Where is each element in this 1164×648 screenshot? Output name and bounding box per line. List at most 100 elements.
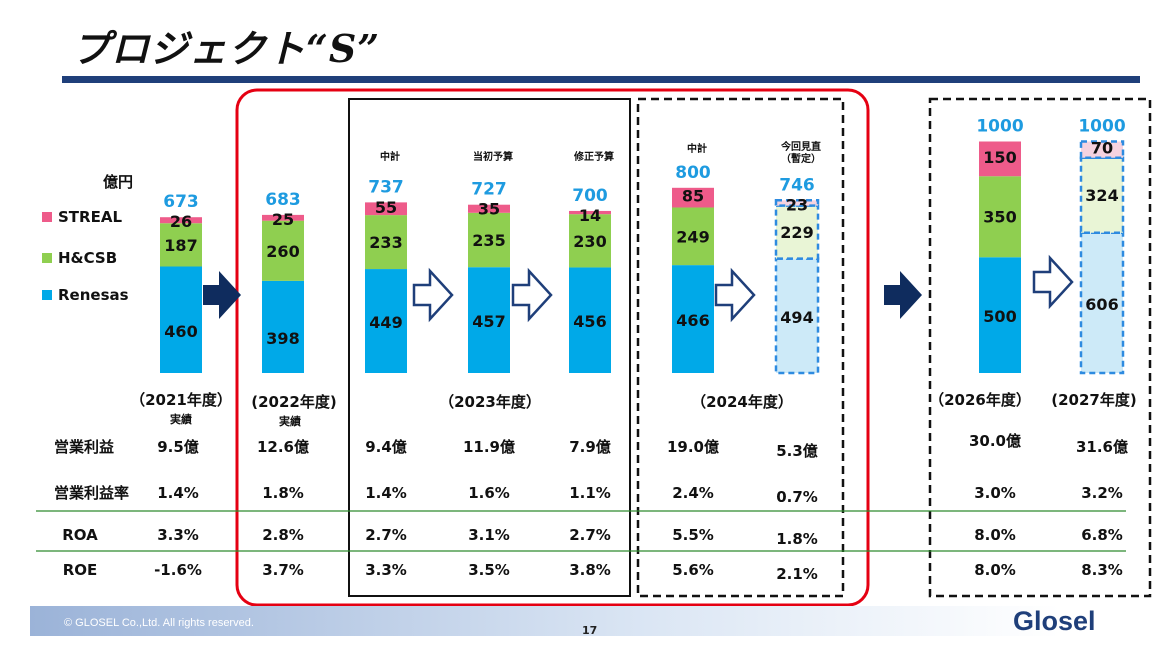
data-label: 85	[682, 187, 704, 206]
bar-segment	[979, 257, 1021, 373]
data-label: 26	[170, 212, 192, 231]
metric-value: 1.6%	[468, 484, 510, 502]
legend-label: Renesas	[58, 286, 129, 304]
metric-value: 1.4%	[365, 484, 407, 502]
bar-segment	[672, 265, 714, 373]
bar-segment	[569, 267, 611, 373]
data-label: 235	[472, 231, 505, 250]
bar-segment	[468, 212, 510, 268]
metric-value: 2.7%	[569, 526, 611, 544]
total-label: 737	[368, 177, 404, 197]
bar-segment	[468, 267, 510, 373]
data-label: 350	[983, 208, 1016, 227]
metric-value: 1.1%	[569, 484, 611, 502]
copyright: © GLOSEL Co.,Ltd. All rights reserved.	[64, 617, 254, 629]
data-label: 260	[266, 242, 299, 261]
data-label: 25	[272, 210, 294, 229]
bar-segment	[979, 141, 1021, 177]
legend-label: H&CSB	[58, 249, 117, 267]
total-label: 673	[163, 192, 199, 212]
metric-value: 2.7%	[365, 526, 407, 544]
group-box-red	[235, 88, 870, 607]
bar-segment	[262, 220, 304, 281]
data-label: 456	[573, 312, 606, 331]
total-label: 800	[675, 163, 711, 183]
data-label: 466	[676, 311, 709, 330]
data-label: 35	[478, 200, 500, 219]
metric-value: 3.8%	[569, 561, 611, 579]
metric-value: -1.6%	[154, 561, 202, 579]
bar-header: 修正予算	[573, 150, 614, 163]
metric-value: 8.3%	[1081, 561, 1123, 579]
bar-segment	[1079, 231, 1125, 375]
metric-value: 3.7%	[262, 561, 304, 579]
bar-header: 今回見直	[780, 140, 821, 153]
metric-value: 2.4%	[672, 484, 714, 502]
footer-bar	[30, 606, 1060, 636]
arrow-hollow	[511, 267, 553, 323]
metric-label: 営業利益率	[54, 484, 129, 502]
bar-segment	[569, 210, 611, 215]
year-label: (2022年度)	[251, 393, 336, 411]
metric-value: 30.0億	[969, 432, 1021, 450]
bar-segment	[1079, 140, 1125, 159]
total-label: 727	[471, 180, 507, 200]
bar-segment	[262, 280, 304, 373]
year-sub-label: 実績	[279, 414, 301, 428]
metric-value: 3.0%	[974, 484, 1016, 502]
arrow-hollow	[412, 267, 454, 323]
data-label: 187	[164, 236, 197, 255]
metric-value: 2.8%	[262, 526, 304, 544]
bar-segment	[774, 199, 820, 207]
year-label: （2026年度）	[929, 391, 1031, 409]
metric-value: 1.4%	[157, 484, 199, 502]
metric-value: 2.1%	[776, 565, 818, 583]
metric-value: 12.6億	[257, 438, 309, 456]
arrow-hollow	[714, 267, 756, 323]
bar-segment	[979, 176, 1021, 258]
data-label: 460	[164, 322, 197, 341]
data-label: 23	[786, 195, 808, 214]
metric-value: 8.0%	[974, 526, 1016, 544]
bar-segment	[160, 266, 202, 373]
group-year-label: （2024年度）	[691, 393, 793, 411]
brand-logo: Glosel	[1013, 606, 1096, 636]
metric-value: 3.5%	[468, 561, 510, 579]
metric-value: 5.3億	[776, 442, 818, 460]
bar-segment	[365, 202, 407, 216]
data-label: 233	[369, 233, 402, 252]
metric-value: 31.6億	[1076, 438, 1128, 456]
metric-value: 5.5%	[672, 526, 714, 544]
metric-value: 1.8%	[776, 530, 818, 548]
bar-segment	[365, 269, 407, 373]
data-label: 449	[369, 313, 402, 332]
arrow-hollow	[1032, 254, 1074, 310]
metric-label: ROA	[62, 526, 98, 544]
metric-value: 11.9億	[463, 438, 515, 456]
bar-segment	[672, 207, 714, 266]
data-label: 398	[266, 329, 299, 348]
bar-segment	[365, 215, 407, 270]
data-label: 324	[1085, 186, 1118, 205]
bar-header: 中計	[380, 150, 400, 163]
data-label: 249	[676, 227, 709, 246]
page-number: 17	[582, 624, 598, 637]
metric-value: 8.0%	[974, 561, 1016, 579]
unit-label: 億円	[103, 173, 133, 191]
total-label: 700	[572, 186, 608, 206]
bar-segment	[468, 204, 510, 213]
bar-header: 中計	[687, 142, 707, 155]
metric-value: 3.3%	[157, 526, 199, 544]
year-sub-label: 実績	[170, 412, 192, 426]
total-label: 746	[779, 175, 815, 195]
metric-value: 9.4億	[365, 438, 407, 456]
metric-value: 3.3%	[365, 561, 407, 579]
data-label: 14	[579, 206, 601, 225]
metric-label: ROE	[63, 561, 98, 579]
total-label: 1000	[1078, 117, 1125, 137]
bar-header: （暫定）	[781, 152, 821, 165]
bar-segment	[569, 214, 611, 268]
legend-swatch	[42, 253, 52, 263]
data-label: 230	[573, 232, 606, 251]
